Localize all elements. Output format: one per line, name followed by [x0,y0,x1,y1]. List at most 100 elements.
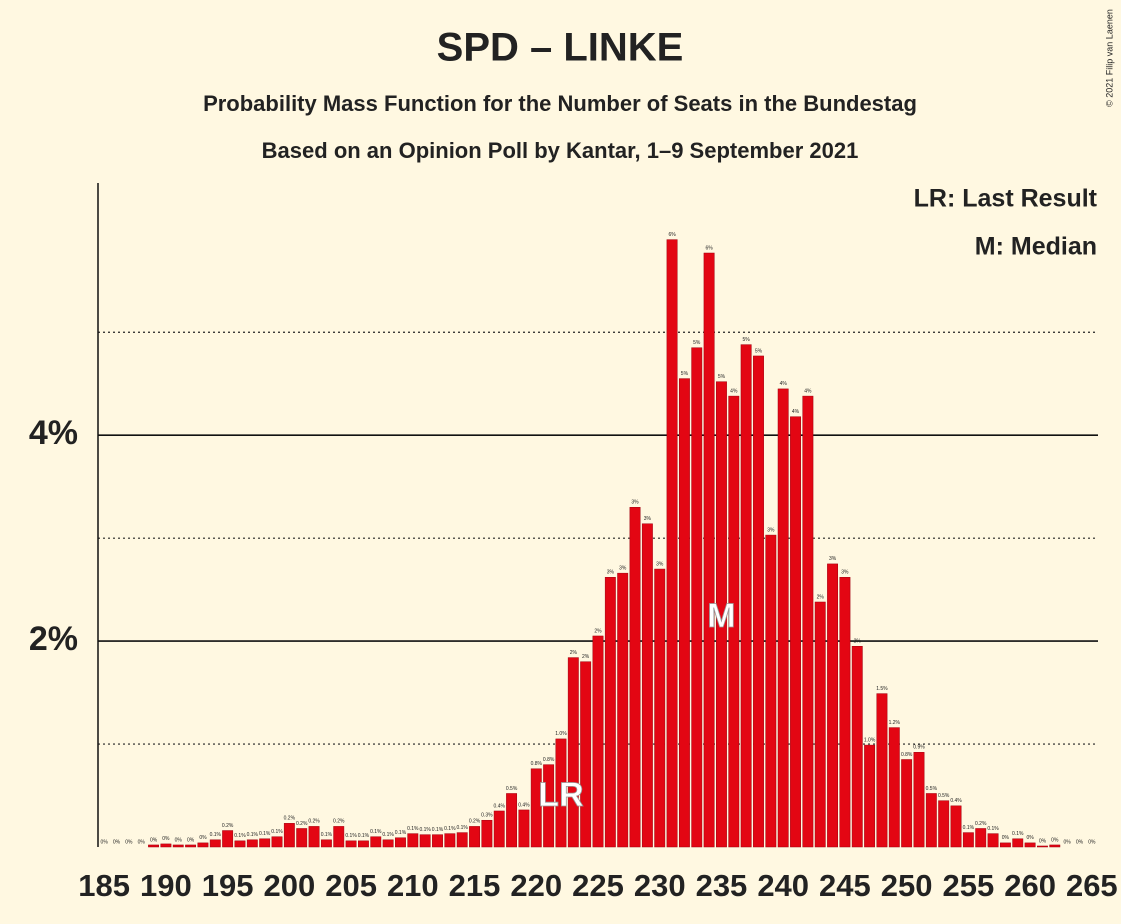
bar [703,252,715,848]
value-label: 0.1% [358,833,370,839]
x-tick-label: 200 [263,868,315,903]
value-label: 0.1% [321,832,333,838]
value-label: 0% [150,837,158,843]
value-label: 3% [644,516,652,522]
value-label: 0.2% [333,819,345,825]
bar [308,826,320,848]
value-label: 3% [631,500,639,506]
bar [419,834,431,848]
value-label: 0.2% [469,819,481,825]
bar [592,635,604,848]
value-label: 0% [1002,835,1010,841]
value-label: 0% [187,837,195,843]
legend-entry: M: Median [975,233,1097,261]
bar [938,800,950,848]
x-tick-label: 230 [634,868,686,903]
x-tick-label: 260 [1004,868,1056,903]
value-label: 0% [125,839,133,845]
last-result-marker: LR [538,776,583,814]
bar [641,523,653,848]
bar [469,826,480,848]
bar [160,843,172,848]
value-label: 5% [693,340,701,346]
bar [814,601,826,848]
value-label: 3% [829,556,837,562]
value-label: 0% [162,836,170,842]
value-label: 4% [780,381,788,387]
value-label: 2% [854,639,862,645]
value-label: 0.9% [913,745,925,751]
value-label: 0% [1064,839,1072,845]
value-label: 1.0% [555,731,567,737]
bar [246,839,258,848]
bar [432,834,443,848]
bar [876,693,888,848]
value-label: 5% [681,371,689,377]
value-label: 0.5% [926,786,938,792]
bar [506,793,518,848]
bar [740,344,752,848]
value-label: 0.1% [234,833,246,839]
value-label: 0.1% [395,830,407,836]
value-label: 3% [619,565,627,571]
value-label: 0% [138,839,146,845]
value-label: 1.0% [864,737,876,743]
value-label: 6% [668,232,676,238]
value-label: 0.4% [518,802,530,808]
value-label: 0.1% [1012,831,1024,837]
value-label: 0% [113,839,121,845]
bar [222,830,234,848]
bar [185,844,197,848]
bar [481,819,493,848]
value-label: 0.2% [284,816,296,822]
bar [259,838,271,848]
bar [728,395,740,848]
bar [901,759,913,848]
bar [530,768,542,848]
value-label: 0.1% [247,832,259,838]
value-label: 0.1% [419,827,431,833]
value-label: 0.8% [543,757,555,763]
value-label: 5% [755,348,763,354]
value-label: 0% [1076,839,1084,845]
bar [580,661,592,848]
chart-title: SPD – LINKE [437,26,684,70]
bar [370,836,382,848]
bar [950,805,962,848]
bar [518,809,530,848]
value-label: 0.1% [987,826,999,832]
value-label: 5% [718,374,726,380]
value-label: 3% [656,561,664,567]
value-label: 2% [817,594,825,600]
bar [913,752,925,848]
bar [987,833,999,848]
bar [283,823,295,848]
bar [678,378,690,848]
bar [999,842,1011,848]
bar [827,563,839,848]
value-label: 0.4% [950,798,962,804]
value-label: 0% [1026,835,1034,841]
bar [555,738,567,848]
value-label: 4% [730,388,738,394]
bar [333,826,345,848]
value-label: 2% [582,654,590,660]
value-label: 0.1% [444,826,456,832]
bar [148,844,159,848]
value-label: 0.1% [407,826,419,832]
value-label: 1.2% [889,720,901,726]
value-label: 0% [175,837,183,843]
bar [493,810,505,848]
copyright: © 2021 Filip van Laenen [1104,9,1114,107]
y-tick-label: 4% [29,414,78,452]
chart-subtitle: Based on an Opinion Poll by Kantar, 1–9 … [262,138,859,163]
bar [802,395,814,848]
value-label: 0.2% [296,821,308,827]
x-tick-label: 220 [510,868,562,903]
bar [197,842,209,848]
value-label: 0.1% [345,833,357,839]
bar [395,837,406,848]
value-label: 4% [792,409,800,415]
bar [345,840,357,848]
